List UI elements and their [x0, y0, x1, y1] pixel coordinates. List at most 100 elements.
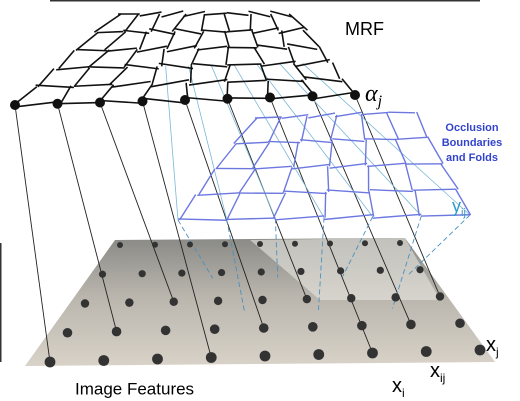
grid-edge [249, 13, 252, 31]
image-node [362, 240, 368, 247]
occlusion-line: and Folds [446, 152, 498, 164]
grid-edge [37, 68, 55, 88]
grid-edge [93, 13, 122, 33]
image-node [44, 356, 56, 368]
mrf-node [350, 90, 360, 100]
occlusion-line: Boundaries [442, 137, 503, 149]
grid-edge [97, 30, 124, 34]
grid-edge [123, 13, 140, 33]
connector [342, 216, 374, 277]
grid-edge [190, 48, 200, 66]
grid-edge [75, 31, 99, 52]
image-node [111, 326, 122, 337]
grid-edge [308, 112, 336, 119]
grid-edge [150, 13, 161, 33]
grid-edge [227, 63, 262, 66]
grid-edge [421, 214, 471, 217]
grid-edge [269, 13, 280, 31]
grid-edge [178, 194, 197, 221]
image-node [455, 318, 465, 329]
image-node [257, 241, 263, 247]
grid-edge [287, 43, 318, 51]
grid-edge [372, 213, 422, 219]
grid-edge [413, 188, 457, 191]
grid-edge [251, 30, 259, 48]
grid-edge [295, 58, 330, 68]
grid-edge [223, 13, 231, 32]
mrf-node [265, 92, 275, 103]
grid-edge [256, 44, 288, 50]
grid-edge [225, 47, 230, 65]
image-node [327, 240, 333, 247]
grid-edge [300, 138, 333, 144]
occlusion-label: Occlusion Boundaries and Folds [442, 122, 503, 164]
grid-edge [112, 80, 151, 88]
grid-edge [324, 191, 327, 218]
grid-edge [367, 162, 405, 168]
grid-edge [287, 46, 296, 64]
image-highlight [250, 238, 440, 300]
connector [184, 99, 265, 329]
grid-edge [270, 10, 293, 18]
image-node [217, 268, 226, 277]
grid-edge [416, 111, 428, 139]
grid-edge [259, 63, 268, 82]
image-node [259, 350, 271, 362]
grid-edge [160, 48, 165, 67]
grid-edge [226, 29, 253, 33]
grid-edge [142, 97, 186, 104]
grid-edge [150, 79, 190, 88]
grid-edge [252, 27, 279, 35]
grid-edge [328, 140, 333, 167]
grid-edge [388, 111, 416, 114]
grid-edge [329, 162, 368, 169]
image-node [406, 319, 416, 330]
grid-edge [267, 140, 301, 144]
grid-edge [158, 62, 194, 70]
grid-edge [183, 10, 206, 18]
image-node [213, 296, 223, 306]
image-features-label: Image Features [75, 379, 194, 398]
grid-edge [396, 136, 429, 140]
occlusion-line: Occlusion [445, 122, 498, 134]
xi-label: xi [392, 375, 405, 400]
grid-edge [73, 83, 113, 88]
grid-edge [196, 45, 228, 51]
grid-edge [275, 215, 325, 221]
connector [14, 104, 51, 363]
grid-edge [59, 85, 72, 105]
grid-edge [87, 49, 110, 69]
grid-edge [386, 112, 399, 139]
grid-edge [283, 190, 327, 195]
grid-edge [364, 138, 397, 141]
grid-edge [149, 28, 176, 36]
image-node [98, 355, 110, 366]
image-grid [0, 0, 486, 368]
grid-edge [265, 78, 305, 83]
image-node [397, 240, 403, 246]
grid-edge [74, 67, 91, 87]
grid-edge [197, 192, 241, 197]
grid-edge [136, 45, 168, 53]
grid-edge [108, 66, 129, 86]
grid-edge [404, 164, 413, 191]
image-node [297, 267, 305, 276]
grid-edge [303, 76, 343, 83]
grid-edge [332, 138, 365, 143]
image-node [152, 241, 158, 248]
grid-edge [238, 167, 257, 195]
grid-edge [177, 218, 227, 221]
image-node [98, 270, 107, 278]
grid-edge [360, 113, 366, 140]
grid-edge [226, 193, 241, 220]
xj-label: xj [486, 334, 499, 359]
grid-edge [104, 31, 127, 51]
grid-edge [106, 47, 137, 52]
grid-edge [326, 189, 370, 194]
connector [142, 101, 212, 358]
connector [392, 215, 422, 309]
image-node [347, 294, 356, 303]
mrf-node [52, 98, 63, 109]
image-node [258, 295, 267, 305]
connector [312, 96, 412, 325]
